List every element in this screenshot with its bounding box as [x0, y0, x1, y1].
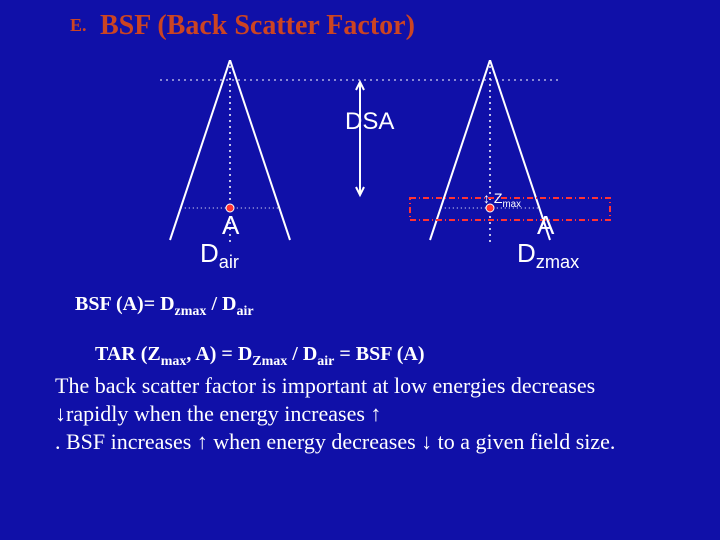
label-left-D-air: Dair [200, 238, 239, 273]
body-line: The back scatter factor is important at … [55, 372, 615, 400]
label-dsa: DSA [345, 108, 394, 136]
body-line: ↓rapidly when the energy increases ↑ [55, 400, 615, 428]
body-text: The back scatter factor is important at … [55, 372, 615, 456]
label-right-D-zmax: Dzmax [517, 238, 579, 273]
formula-tar: TAR (Zmax, A) = DZmax / Dair = BSF (A) [95, 343, 424, 370]
label-right-A: A [537, 210, 554, 241]
label-zmax-indicator: ↕ Zmax [483, 190, 521, 210]
slide: E. BSF (Back Scatter Factor) DSA ↕ Zmax … [0, 0, 720, 540]
formula-bsf: BSF (A)= Dzmax / Dair [75, 293, 254, 320]
title-main: BSF (Back Scatter Factor) [100, 10, 415, 42]
title-prefix: E. [70, 15, 87, 36]
label-left-A: A [222, 210, 239, 241]
body-line: . BSF increases ↑ when energy decreases … [55, 428, 615, 456]
